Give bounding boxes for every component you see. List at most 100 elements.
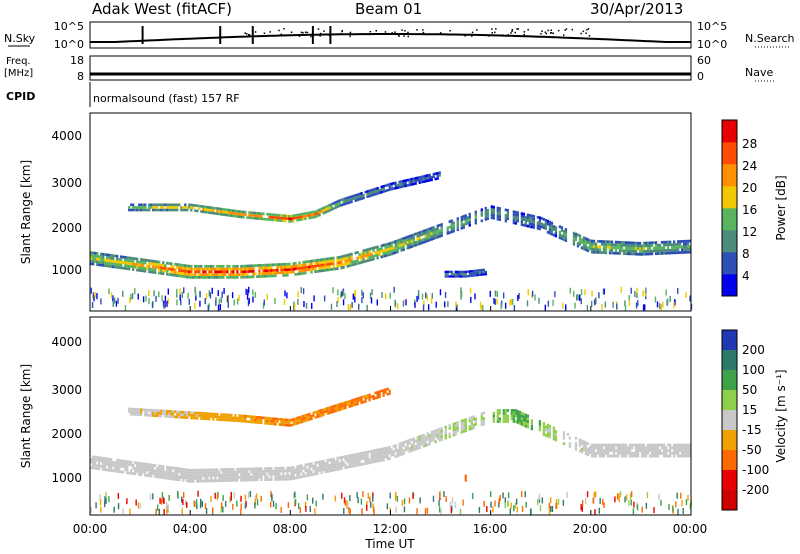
vel-upper_band-cell bbox=[374, 396, 377, 400]
vel-main_band-cell bbox=[274, 478, 277, 481]
vel-upper_band-cell bbox=[262, 416, 265, 420]
power-main_band-cell bbox=[104, 264, 107, 268]
vel-main_band-cell bbox=[120, 462, 123, 465]
power-main_band-cell bbox=[334, 267, 337, 271]
vel-main_band-cell bbox=[524, 421, 528, 425]
power-upper_band-cell bbox=[276, 216, 279, 220]
power-ground-speckle bbox=[634, 291, 636, 298]
power-main_band-cell bbox=[128, 262, 131, 265]
power-main_band-cell bbox=[160, 263, 163, 267]
power-ground-speckle bbox=[604, 301, 607, 308]
power-main_band-cell bbox=[394, 245, 397, 249]
power-main_band-cell bbox=[424, 234, 427, 238]
power-ground-speckle bbox=[96, 293, 98, 300]
vel-main_band-cell bbox=[514, 420, 518, 423]
vel-main_band-cell bbox=[296, 473, 299, 477]
power-main_band-cell bbox=[622, 252, 626, 255]
vel-main_band-cell bbox=[206, 474, 209, 477]
power-upper_band-cell bbox=[302, 217, 305, 221]
vel-ground-speckle bbox=[676, 492, 678, 499]
power-main_band-cell bbox=[106, 259, 109, 262]
vel-main_band-cell bbox=[260, 475, 263, 479]
vel-main_band-cell bbox=[514, 414, 518, 418]
vel-main_band-cell bbox=[310, 465, 313, 468]
power-main_band-cell bbox=[136, 257, 139, 261]
vel-ground-speckle bbox=[126, 498, 128, 505]
power-main_band-cell bbox=[110, 262, 113, 266]
power-upper_band-cell bbox=[310, 211, 313, 214]
power-ground-speckle bbox=[405, 299, 407, 306]
power-main_band-cell bbox=[194, 273, 197, 276]
vel-main_band-cell bbox=[648, 443, 652, 447]
vel-upper_band-cell bbox=[140, 410, 143, 414]
power-upper_band-cell bbox=[212, 206, 215, 210]
vel-main_band-cell bbox=[404, 448, 407, 452]
vel-upper_band-cell bbox=[306, 418, 309, 422]
vel-main_band-cell bbox=[112, 463, 115, 467]
vel-main_band-cell bbox=[230, 468, 233, 471]
vel-main_band-cell bbox=[330, 463, 333, 467]
power-upper_band-cell bbox=[272, 218, 275, 222]
power-main_band-cell bbox=[102, 261, 105, 264]
vel-main_band-cell bbox=[646, 443, 650, 447]
power-main_band-cell bbox=[512, 221, 515, 225]
vel-main_band-cell bbox=[312, 464, 315, 468]
vel-upper_band-cell bbox=[224, 416, 227, 419]
vel-upper_band-cell bbox=[380, 389, 383, 393]
vel-main_band-cell bbox=[598, 443, 602, 447]
power-patch_near_15h-cell bbox=[458, 275, 461, 278]
power-ground-speckle bbox=[628, 295, 630, 301]
power-upper_band-cell bbox=[436, 171, 439, 175]
vel-upper_band-cell bbox=[356, 402, 359, 406]
power-main_band-cell bbox=[356, 259, 359, 263]
vel-main_band-cell bbox=[610, 443, 614, 447]
power-main_band-cell bbox=[280, 265, 283, 269]
power-upper_band-cell bbox=[408, 178, 411, 181]
vel-upper_band-cell bbox=[258, 418, 261, 422]
vel-main_band-cell bbox=[614, 454, 618, 458]
vel-main_band-cell bbox=[444, 436, 447, 440]
power-main_band-cell bbox=[140, 260, 143, 264]
power-upper_band-cell bbox=[210, 206, 213, 209]
vel-main_band-cell bbox=[314, 464, 317, 467]
power-main_band-cell bbox=[516, 216, 520, 220]
power-main_band-cell bbox=[412, 238, 415, 242]
vel-main_band-cell bbox=[512, 411, 515, 415]
power-upper_band-cell bbox=[230, 214, 233, 217]
vel-main_band-cell bbox=[586, 453, 590, 457]
power-main_band-cell bbox=[300, 269, 303, 273]
vel-upper_band-cell bbox=[280, 420, 283, 424]
vel-main_band-cell bbox=[356, 463, 359, 467]
vel-main_band-cell bbox=[224, 468, 227, 471]
power-main_band-cell bbox=[632, 249, 636, 253]
power-main_band-cell bbox=[148, 264, 151, 268]
vel-ground-speckle bbox=[524, 491, 526, 498]
vel-main_band-cell bbox=[636, 451, 640, 455]
vel-ground-speckle bbox=[416, 508, 418, 515]
power-main_band-cell bbox=[360, 255, 363, 259]
power-main_band-cell bbox=[276, 263, 279, 267]
power-main_band-cell bbox=[210, 264, 213, 268]
power-main_band-cell bbox=[552, 233, 556, 237]
velocity-ytick-2000: 2000 bbox=[51, 427, 82, 441]
power-upper_band-cell bbox=[234, 209, 237, 213]
power-main_band-cell bbox=[362, 254, 365, 258]
power-main_band-cell bbox=[372, 254, 375, 258]
power-upper_band-cell bbox=[298, 215, 301, 219]
vel-ground-speckle bbox=[541, 497, 544, 504]
nsearch-point bbox=[550, 29, 552, 31]
power-main_band-cell bbox=[350, 258, 353, 261]
power-main_band-cell bbox=[602, 242, 606, 246]
power-ground-speckle bbox=[636, 292, 638, 299]
power-ground-speckle bbox=[389, 292, 391, 299]
vel-main_band-cell bbox=[318, 463, 321, 467]
power-main_band-cell bbox=[620, 249, 624, 253]
vel-main_band-cell bbox=[96, 464, 99, 468]
vel-main_band-cell bbox=[676, 449, 680, 452]
vel-main_band-cell bbox=[592, 451, 596, 455]
power-main_band-cell bbox=[460, 221, 463, 225]
vel-main_band-cell bbox=[438, 433, 441, 437]
power-main_band-cell bbox=[172, 268, 175, 271]
freq-label: Freq. bbox=[6, 56, 31, 67]
power-main_band-cell bbox=[222, 276, 225, 279]
